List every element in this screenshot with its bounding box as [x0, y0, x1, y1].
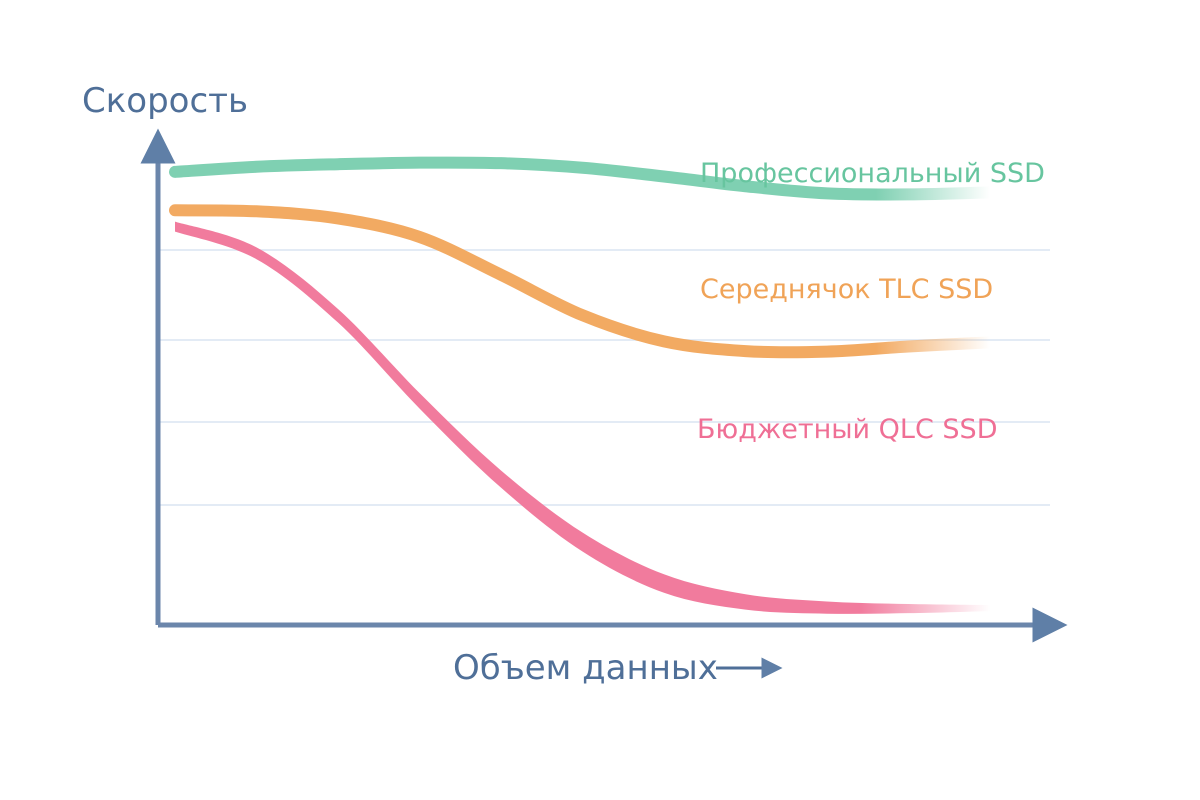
- series-line-professional-ssd: [169, 156, 996, 201]
- series-line-qlc-ssd: [175, 221, 990, 614]
- series-line-tlc-ssd: [169, 204, 996, 359]
- grid-lines: [160, 249, 1050, 506]
- series-label-qlc-ssd: Бюджетный QLC SSD: [697, 414, 997, 445]
- axes: [140, 128, 1068, 643]
- y-axis-label: Скорость: [82, 81, 248, 121]
- x-axis-label: Объем данных: [453, 648, 718, 688]
- series-label-tlc-ssd: Середнячок TLC SSD: [700, 274, 993, 305]
- series-lines: [169, 156, 996, 614]
- series-label-professional-ssd: Профессиональный SSD: [700, 158, 1045, 189]
